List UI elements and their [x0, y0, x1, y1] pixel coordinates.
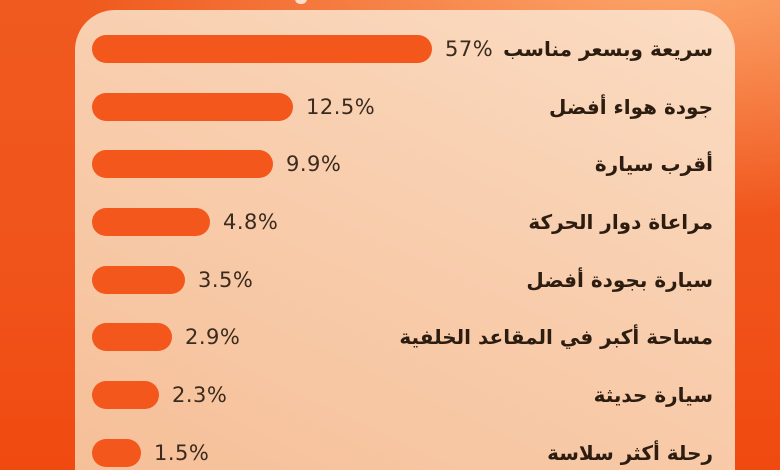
bar [92, 150, 273, 179]
bar-value-label: 1.5% [154, 440, 210, 465]
chart-row: 1.5% رحلة أكثر سلاسة [75, 424, 735, 470]
bar-value-label: 2.9% [185, 325, 241, 350]
bar-value-label: 4.8% [223, 209, 279, 234]
chart-row: 57% سريعة وبسعر مناسب [75, 20, 735, 78]
chart-row: 9.9% أقرب سيارة [75, 135, 735, 193]
bar [92, 438, 141, 467]
chart-panel: 57% سريعة وبسعر مناسب 12.5% جودة هواء أفضل 9… [75, 10, 735, 470]
bar [92, 265, 185, 294]
bar-value-label: 3.5% [198, 267, 254, 292]
bar-category-label: أقرب سيارة [594, 152, 713, 177]
bar [92, 380, 159, 409]
bar-value-label: 2.3% [172, 382, 228, 407]
chart-row: 4.8% مراعاة دوار الحركة [75, 193, 735, 251]
bar [92, 207, 210, 236]
chart-row: 12.5% جودة هواء أفضل [75, 78, 735, 136]
bar-category-label: جودة هواء أفضل [549, 94, 713, 119]
bar [92, 323, 172, 352]
chart-row: 2.3% سيارة حديثة [75, 366, 735, 424]
chart-row: 3.5% سيارة بجودة أفضل [75, 251, 735, 309]
chart-row: 2.9% مساحة أكبر في المقاعد الخلفية [75, 308, 735, 366]
bar [92, 34, 432, 63]
bar-category-label: سيارة بجودة أفضل [526, 267, 713, 292]
bar-value-label: 12.5% [306, 94, 376, 119]
cropped-title-remnant [295, 0, 307, 4]
bar-chart: 57% سريعة وبسعر مناسب 12.5% جودة هواء أفضل 9… [75, 20, 735, 470]
bar [92, 92, 293, 121]
bar-category-label: سريعة وبسعر مناسب [503, 36, 713, 61]
bar-category-label: مراعاة دوار الحركة [528, 209, 713, 234]
bar-value-label: 9.9% [286, 152, 342, 177]
bar-category-label: سيارة حديثة [593, 382, 713, 407]
bar-value-label: 57% [445, 36, 494, 61]
bar-category-label: مساحة أكبر في المقاعد الخلفية [399, 325, 713, 350]
bar-category-label: رحلة أكثر سلاسة [547, 440, 713, 465]
